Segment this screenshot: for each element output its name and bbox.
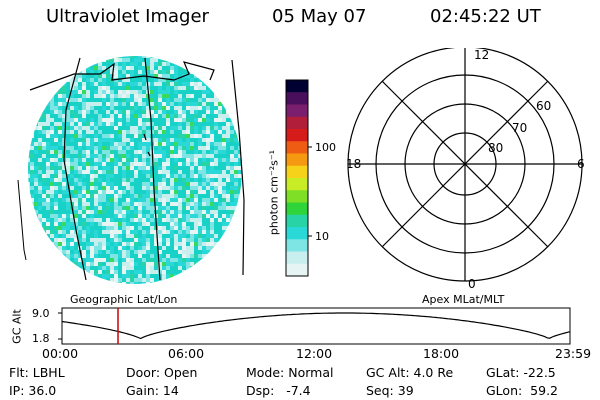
mlt-0-label: 0 <box>468 277 476 291</box>
lat-80-label: 80 <box>488 141 503 155</box>
lat-70-label: 70 <box>512 121 527 135</box>
colorbar-cell <box>286 178 308 191</box>
longitude-line <box>231 59 245 276</box>
polar-plot: 12 18 6 0 60 70 80 <box>346 48 585 291</box>
colorbar-cell <box>286 251 308 265</box>
mlt-12-label: 12 <box>474 48 489 62</box>
polar-caption: Apex MLat/MLT <box>422 293 505 306</box>
coastline <box>29 61 215 91</box>
geographic-caption: Geographic Lat/Lon <box>70 293 178 306</box>
ip-status: IP: 36.0 <box>9 383 57 398</box>
mlt-6-label: 6 <box>577 157 585 171</box>
colorbar-tick-100: 100 <box>315 141 336 154</box>
longitude-line <box>144 57 161 281</box>
dsp-status: Dsp: -7.4 <box>246 383 311 398</box>
glon-status: GLon: 59.2 <box>486 383 558 398</box>
time-tick: 23:59 <box>555 346 592 361</box>
seq-status: Seq: 39 <box>366 383 414 398</box>
time-tick: 00:00 <box>42 346 79 361</box>
uv-disk <box>28 56 242 284</box>
colorbar-cell <box>286 190 308 203</box>
altitude-timeline <box>58 307 571 345</box>
colorbar-cell <box>286 92 308 105</box>
gc-alt-status: GC Alt: 4.0 Re <box>366 365 454 380</box>
colorbar <box>285 79 312 277</box>
filter-status: Flt: LBHL <box>9 365 65 380</box>
geographic-image <box>17 56 245 284</box>
colorbar-cell <box>286 202 308 216</box>
time-tick: 18:00 <box>423 346 460 361</box>
altitude-curve <box>61 312 571 340</box>
colorbar-cell <box>286 141 308 154</box>
colorbar-cell <box>286 153 308 167</box>
longitude-line <box>63 57 87 281</box>
gain-status: Gain: 14 <box>126 383 179 398</box>
colorbar-cell <box>286 104 308 118</box>
longitude-line <box>17 179 27 261</box>
colorbar-unit-label: photon cm⁻²s⁻¹ <box>267 149 281 236</box>
colorbar-cell <box>286 129 308 142</box>
time-label: 02:45:22 UT <box>430 6 541 27</box>
time-tick: 12:00 <box>296 346 333 361</box>
lat-60-label: 60 <box>536 99 551 113</box>
colorbar-cell <box>286 227 308 240</box>
colorbar-frame <box>285 79 309 277</box>
diagonal-line <box>381 80 549 248</box>
colorbar-tick-10: 10 <box>315 230 329 243</box>
timeline-ymax: 9.0 <box>32 307 50 320</box>
mlt-18-label: 18 <box>346 157 361 171</box>
colorbar-cell <box>286 116 308 130</box>
timeline-ymin: 1.8 <box>32 332 50 345</box>
colorbar-cell <box>286 239 308 252</box>
timeline-axis-label: GC Alt <box>10 309 24 344</box>
colorbar-cell <box>286 80 308 93</box>
colorbar-cell <box>286 165 308 179</box>
date-label: 05 May 07 <box>272 6 367 27</box>
mode-status: Mode: Normal <box>246 365 334 380</box>
time-tick: 06:00 <box>168 346 205 361</box>
colorbar-cell <box>286 263 308 277</box>
colorbar-gradient <box>286 80 308 277</box>
instrument-title: Ultraviolet Imager <box>46 6 209 27</box>
glat-status: GLat: -22.5 <box>486 365 556 380</box>
island-outline <box>143 133 151 157</box>
door-status: Door: Open <box>126 365 198 380</box>
colorbar-cell <box>286 214 308 228</box>
timeline-frame <box>61 307 571 345</box>
